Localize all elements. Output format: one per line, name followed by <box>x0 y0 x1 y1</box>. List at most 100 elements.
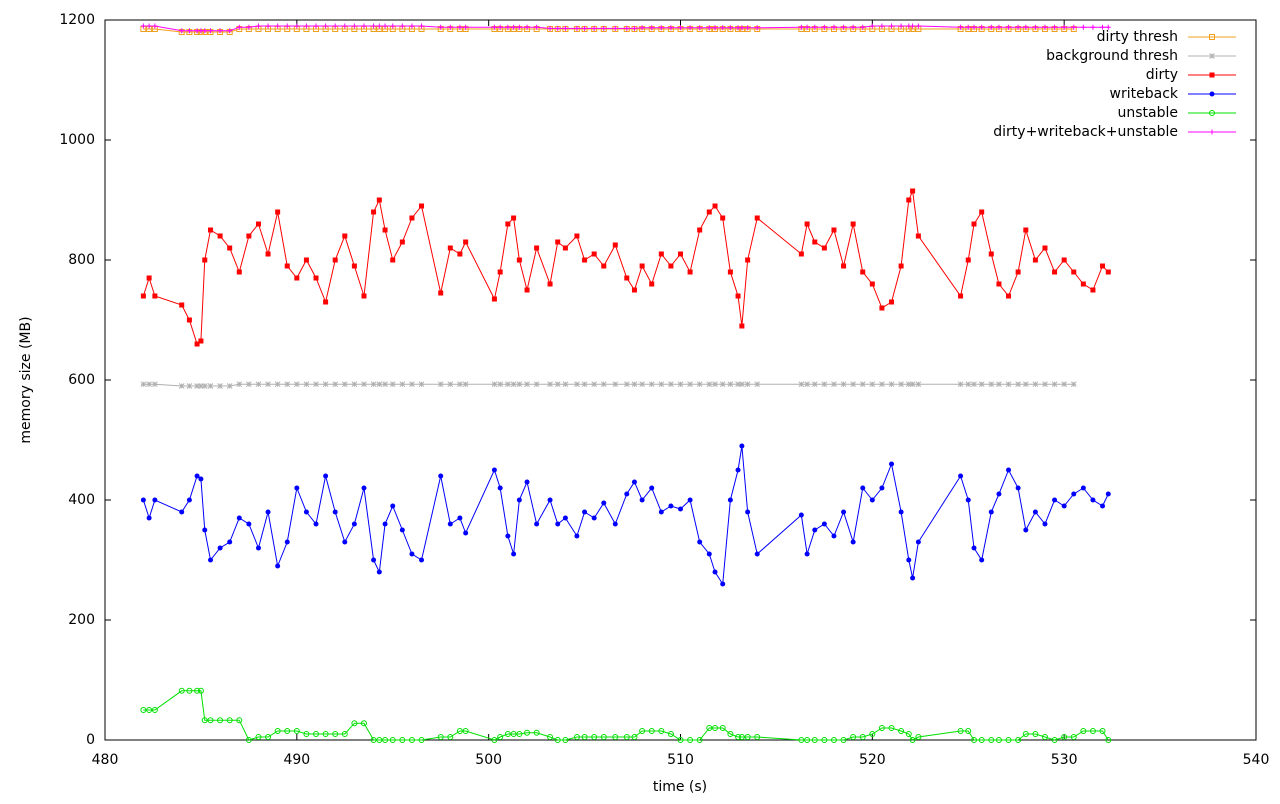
legend-label: unstable <box>1118 105 1179 121</box>
point <box>303 257 309 263</box>
point <box>284 728 291 734</box>
point <box>399 23 405 29</box>
point <box>719 381 726 388</box>
point <box>140 707 147 713</box>
point <box>712 569 718 575</box>
point <box>965 497 971 503</box>
point <box>889 461 895 467</box>
point <box>390 23 396 29</box>
point <box>1042 521 1048 527</box>
point <box>649 281 655 287</box>
point <box>547 497 553 503</box>
point <box>217 28 223 34</box>
point <box>547 281 553 287</box>
point <box>1015 737 1022 743</box>
point <box>869 381 876 388</box>
point <box>879 485 885 491</box>
legend-label: background thresh <box>1046 48 1178 64</box>
point <box>1100 263 1106 269</box>
point <box>860 269 866 275</box>
point <box>194 687 201 694</box>
point <box>1005 737 1012 743</box>
point <box>958 473 964 479</box>
point <box>744 381 751 388</box>
point <box>217 383 223 389</box>
point <box>534 24 540 30</box>
point <box>1089 728 1096 734</box>
point <box>1032 24 1038 30</box>
point <box>979 557 985 563</box>
point <box>739 381 745 388</box>
point <box>491 737 498 743</box>
point <box>1105 491 1111 497</box>
point <box>1061 503 1067 509</box>
point <box>667 731 674 737</box>
point <box>888 725 895 731</box>
point <box>850 24 856 30</box>
point <box>408 737 415 743</box>
point <box>612 242 618 248</box>
point <box>246 521 252 527</box>
y-tick-label: 800 <box>68 252 95 268</box>
point <box>1006 467 1012 473</box>
point <box>361 23 367 29</box>
point <box>562 381 569 388</box>
point <box>516 257 522 263</box>
legend-marker <box>1209 72 1215 78</box>
point <box>303 23 309 29</box>
legend-marker <box>1209 34 1215 40</box>
point <box>274 381 281 388</box>
point <box>1042 245 1048 251</box>
point <box>217 717 224 724</box>
point <box>323 299 329 305</box>
point <box>186 687 193 694</box>
point <box>965 728 972 734</box>
point <box>152 497 158 503</box>
point <box>1005 381 1012 388</box>
point <box>463 239 469 245</box>
point <box>978 737 985 743</box>
point <box>905 381 912 388</box>
point <box>198 383 204 389</box>
point <box>284 539 290 545</box>
point <box>186 497 192 503</box>
point <box>631 734 638 740</box>
point <box>841 263 847 269</box>
point <box>631 287 637 293</box>
point <box>804 551 810 557</box>
point <box>226 717 233 724</box>
point <box>739 323 745 329</box>
point <box>409 381 415 388</box>
point <box>351 720 358 727</box>
point <box>332 23 338 29</box>
point <box>812 527 818 533</box>
point <box>744 734 751 740</box>
point <box>419 203 425 209</box>
point <box>830 737 837 743</box>
point <box>284 23 290 29</box>
point <box>957 728 964 734</box>
point <box>361 485 367 491</box>
point <box>668 263 674 269</box>
point <box>910 575 916 581</box>
point <box>639 263 645 269</box>
point <box>915 734 922 740</box>
point <box>265 381 271 388</box>
point <box>905 731 912 737</box>
point <box>677 381 684 388</box>
point <box>409 551 415 557</box>
point <box>678 251 683 257</box>
point <box>201 717 208 724</box>
point <box>217 545 223 551</box>
point <box>152 23 158 29</box>
point <box>497 381 504 388</box>
point <box>706 551 712 557</box>
point <box>889 23 895 29</box>
y-tick-label: 600 <box>68 372 95 388</box>
point <box>898 23 904 29</box>
point <box>227 28 233 34</box>
point <box>226 383 233 389</box>
point <box>389 737 396 743</box>
point <box>1090 287 1096 293</box>
point <box>463 24 469 30</box>
